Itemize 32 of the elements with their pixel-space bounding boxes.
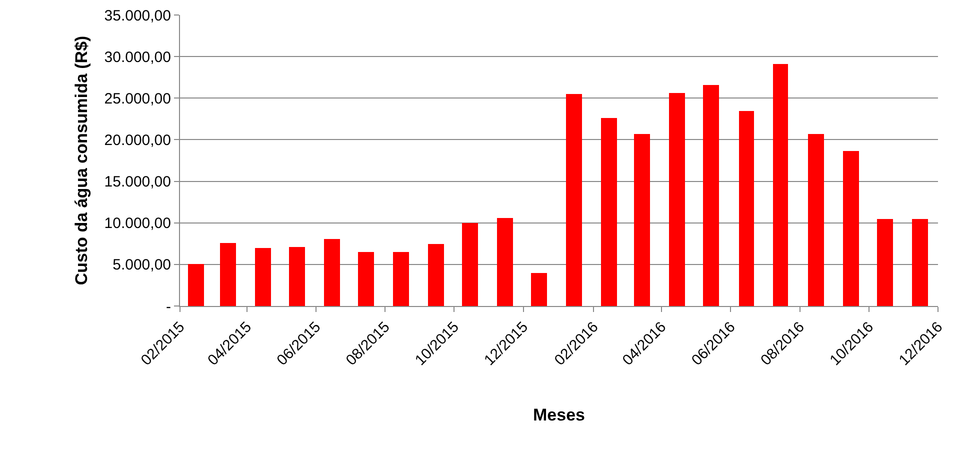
y-tick-label: 15.000,00 bbox=[104, 174, 171, 191]
y-tick-label: 20.000,00 bbox=[104, 132, 171, 149]
bar bbox=[428, 244, 444, 306]
bar bbox=[601, 118, 617, 306]
y-tick-label: 10.000,00 bbox=[104, 215, 171, 232]
y-tick-label: - bbox=[166, 298, 171, 316]
y-tick-label: 25.000,00 bbox=[104, 90, 171, 108]
bar bbox=[634, 134, 650, 306]
bar bbox=[912, 219, 928, 306]
y-tick-label: 35.000,00 bbox=[104, 7, 171, 24]
bar bbox=[358, 252, 374, 306]
bar bbox=[843, 151, 859, 306]
bar bbox=[220, 243, 236, 306]
bar bbox=[462, 223, 478, 306]
y-tick-label: 30.000,00 bbox=[104, 48, 171, 66]
bar bbox=[739, 111, 754, 306]
bar bbox=[773, 64, 788, 306]
bar bbox=[393, 252, 409, 306]
x-axis-title: Meses bbox=[533, 405, 585, 424]
bar bbox=[324, 239, 340, 306]
bar bbox=[289, 247, 305, 306]
bar bbox=[669, 93, 685, 306]
bar bbox=[808, 134, 824, 306]
bar bbox=[566, 94, 582, 306]
y-tick-label: 5.000,00 bbox=[112, 256, 171, 274]
bar bbox=[703, 85, 719, 306]
bar bbox=[877, 219, 893, 306]
y-axis-title: Custo da água consumida (R$) bbox=[72, 36, 91, 286]
bar bbox=[188, 264, 204, 306]
bar bbox=[255, 248, 271, 306]
bar bbox=[497, 218, 513, 306]
bar bbox=[531, 273, 547, 306]
